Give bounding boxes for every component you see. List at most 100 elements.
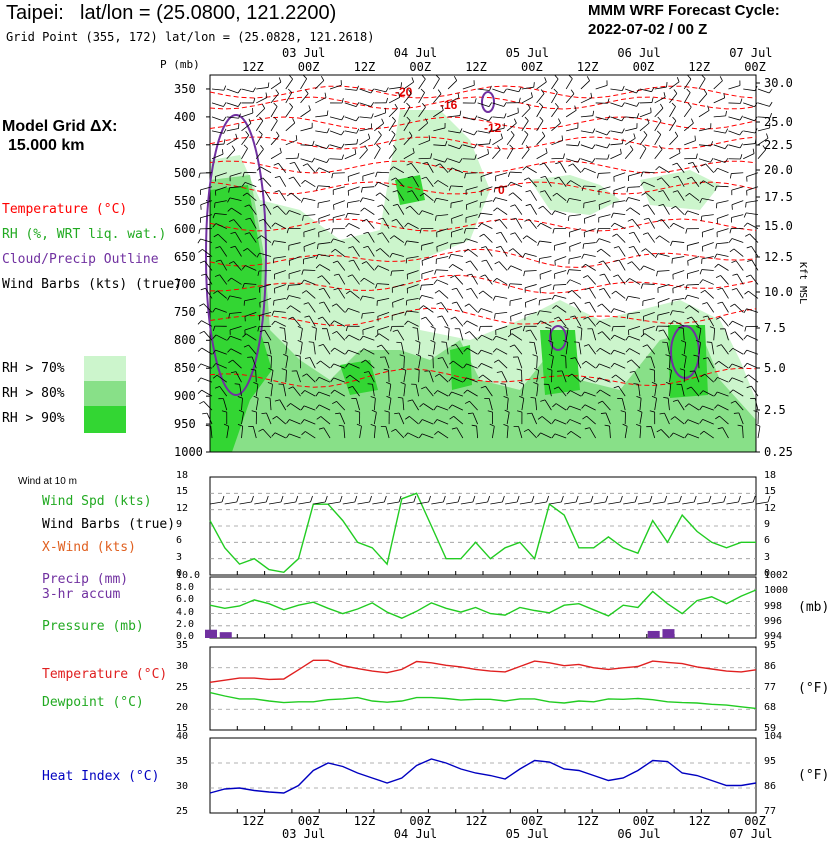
wind-barb-shaft bbox=[684, 93, 690, 103]
wind-barb-flag bbox=[399, 92, 400, 97]
wind-barb bbox=[728, 131, 742, 135]
wind-barb-shaft bbox=[499, 262, 507, 271]
wind-barb-shaft bbox=[436, 270, 448, 271]
wind-barb bbox=[717, 215, 728, 224]
wind-barb-flag bbox=[597, 249, 601, 252]
wind-barb-flag bbox=[303, 75, 306, 79]
wind-barb-shaft bbox=[492, 128, 504, 131]
wind-barb bbox=[330, 131, 344, 135]
wind-barb-shaft bbox=[655, 121, 661, 131]
wind-barb-shaft bbox=[566, 94, 574, 103]
wind-barb bbox=[610, 129, 624, 134]
wind-barb-flag bbox=[493, 278, 497, 281]
wind-barb-flag bbox=[361, 188, 362, 193]
sfc-barb-flag bbox=[517, 496, 519, 502]
wind-barb-flag bbox=[766, 133, 768, 138]
wind-barb-flag bbox=[730, 304, 734, 307]
sfc-barb-shaft bbox=[667, 502, 679, 504]
wind-barb-shaft bbox=[305, 180, 315, 186]
wind-barb bbox=[360, 198, 374, 202]
wind-barb-shaft bbox=[721, 275, 729, 284]
wind-barb-shaft bbox=[448, 116, 460, 117]
wind-barb-shaft bbox=[743, 154, 754, 159]
wind-barb-flag bbox=[526, 190, 531, 191]
wind-barb-shaft bbox=[584, 243, 596, 244]
wind-barb bbox=[669, 148, 680, 159]
wind-barb bbox=[421, 317, 433, 326]
wind-barb-flag bbox=[726, 111, 727, 116]
wind-barb-shaft bbox=[540, 298, 552, 300]
wind-barb bbox=[271, 117, 277, 131]
wind-barb-shaft bbox=[510, 298, 522, 300]
wind-barb-shaft bbox=[658, 298, 669, 302]
wind-barb-flag bbox=[675, 132, 678, 136]
wind-barb bbox=[345, 139, 358, 145]
wind-barb-shaft bbox=[717, 201, 729, 204]
wind-barb bbox=[555, 270, 567, 278]
wind-barb bbox=[686, 229, 699, 234]
wind-barb bbox=[640, 131, 647, 145]
wind-barb-flag bbox=[496, 246, 501, 247]
wind-barb-shaft bbox=[584, 254, 596, 256]
wind-barb bbox=[610, 86, 624, 91]
wind-barb-flag bbox=[592, 158, 595, 162]
wind-barb-flag bbox=[442, 105, 444, 110]
wind-barb bbox=[717, 302, 728, 312]
wind-barb bbox=[596, 154, 609, 159]
wind-barb-flag bbox=[540, 117, 543, 121]
wind-barb bbox=[701, 215, 714, 221]
sfc-wind-barb bbox=[741, 496, 755, 504]
wind-barb bbox=[687, 270, 699, 278]
wind-barb-flag bbox=[224, 139, 225, 144]
rh-region-7 bbox=[540, 330, 580, 395]
sfc-barb-flag bbox=[325, 496, 327, 502]
wind-barb-shaft bbox=[669, 136, 677, 145]
wind-barb-flag bbox=[626, 296, 628, 301]
wind-barb bbox=[494, 312, 507, 318]
wind-barb-flag bbox=[519, 98, 520, 103]
wind-barb-flag bbox=[495, 262, 499, 264]
wind-barb-shaft bbox=[648, 205, 655, 215]
wind-barb bbox=[684, 154, 697, 159]
wind-barb-flag bbox=[316, 186, 318, 191]
wind-barb bbox=[332, 173, 345, 178]
wind-barb-flag bbox=[289, 177, 294, 179]
sfc-wind-barb bbox=[269, 496, 283, 504]
wind-barb-flag bbox=[275, 191, 280, 193]
wind-barb-flag bbox=[303, 164, 307, 166]
wind-barb-shaft bbox=[478, 131, 490, 133]
wind-barb-shaft bbox=[555, 257, 566, 261]
wind-barb-flag bbox=[313, 141, 315, 146]
wind-barb-shaft bbox=[684, 141, 695, 145]
wind-barb-shaft bbox=[345, 89, 357, 90]
wind-barb bbox=[700, 270, 714, 275]
wind-barb-flag bbox=[273, 258, 274, 263]
sfc-barb-flag bbox=[547, 496, 549, 502]
wind-barb-flag bbox=[290, 162, 295, 163]
wind-barb-shaft bbox=[389, 97, 400, 103]
wind-barb-shaft bbox=[330, 131, 341, 135]
wind-barb-shaft bbox=[263, 178, 271, 187]
wind-barb-flag bbox=[538, 241, 540, 246]
wind-barb-shaft bbox=[751, 275, 758, 284]
wind-barb-shaft bbox=[286, 79, 293, 89]
wind-barb-flag bbox=[655, 254, 657, 258]
wind-barb-flag bbox=[629, 246, 634, 247]
wind-barb bbox=[404, 90, 412, 103]
wind-barb-flag bbox=[701, 290, 705, 293]
wind-barb-shaft bbox=[555, 295, 567, 298]
wind-barb-flag bbox=[202, 413, 207, 414]
wind-barb-flag bbox=[268, 82, 269, 87]
wind-barb-flag bbox=[474, 131, 477, 135]
wind-barb bbox=[625, 113, 639, 118]
wind-barb bbox=[360, 113, 374, 118]
wind-barb-flag bbox=[201, 288, 206, 290]
wind-barb bbox=[641, 172, 655, 177]
wind-barb-flag bbox=[626, 278, 630, 282]
wind-barb-shaft bbox=[286, 123, 295, 131]
wind-barb-shaft bbox=[669, 82, 679, 89]
wind-barb-flag bbox=[224, 86, 226, 91]
sfc-barb-flag bbox=[753, 496, 755, 502]
wind-barb-flag bbox=[524, 131, 528, 135]
wind-barb-flag bbox=[740, 116, 743, 120]
